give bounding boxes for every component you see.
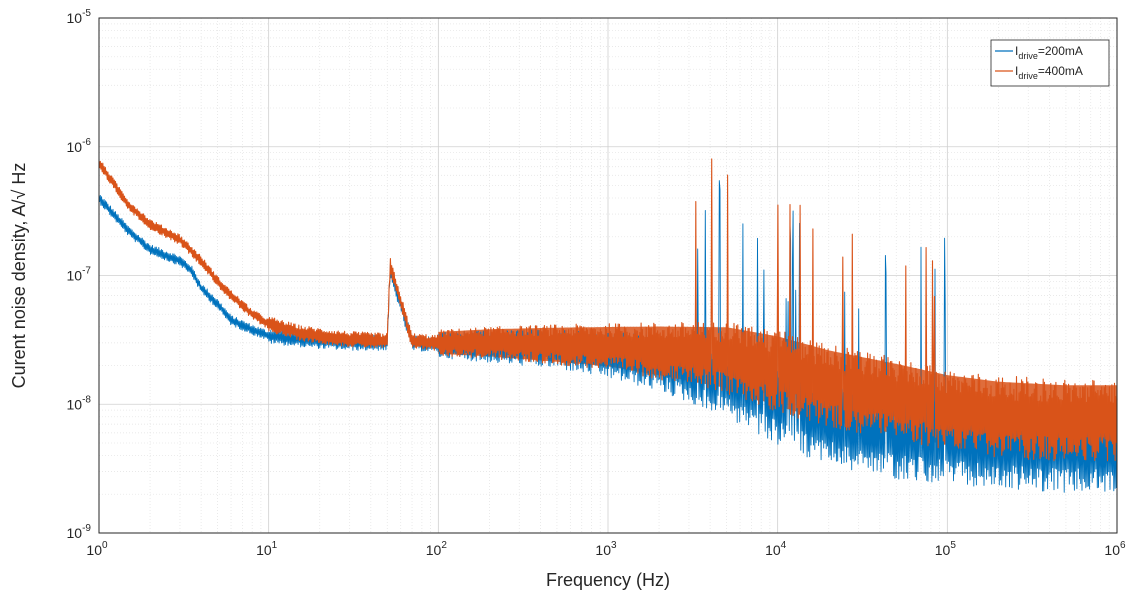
x-tick-label: 101 (256, 540, 278, 558)
y-tick-label: 10-8 (67, 394, 92, 412)
legend-label-1: Idrive=200mA (1015, 44, 1083, 61)
x-tick-labels: 100 101 102 103 104 105 106 (86, 540, 1126, 558)
series-line-1 (98, 180, 1118, 493)
y-tick-label: 10-7 (67, 266, 92, 284)
y-tick-label: 10-6 (67, 137, 92, 155)
y-tick-labels: 10-9 10-8 10-7 10-6 10-5 (67, 8, 92, 541)
x-tick-label: 104 (765, 540, 787, 558)
y-tick-label: 10-9 (67, 523, 92, 541)
plot-frame (98, 17, 1118, 534)
y-axis-label: Curent noise density, A/√ Hz (9, 163, 29, 389)
x-tick-label: 103 (595, 540, 617, 558)
legend: Idrive=200mA Idrive=400mA (990, 39, 1110, 87)
y-tick-label: 10-5 (67, 8, 92, 26)
series-line-2 (98, 158, 1118, 462)
legend-box (990, 39, 1110, 87)
x-tick-label: 105 (935, 540, 957, 558)
x-axis-label: Frequency (Hz) (546, 570, 670, 590)
legend-label-2: Idrive=400mA (1015, 64, 1083, 81)
series-layer (98, 158, 1118, 493)
x-tick-label: 106 (1104, 540, 1126, 558)
x-tick-label: 102 (426, 540, 448, 558)
x-tick-label: 100 (86, 540, 108, 558)
